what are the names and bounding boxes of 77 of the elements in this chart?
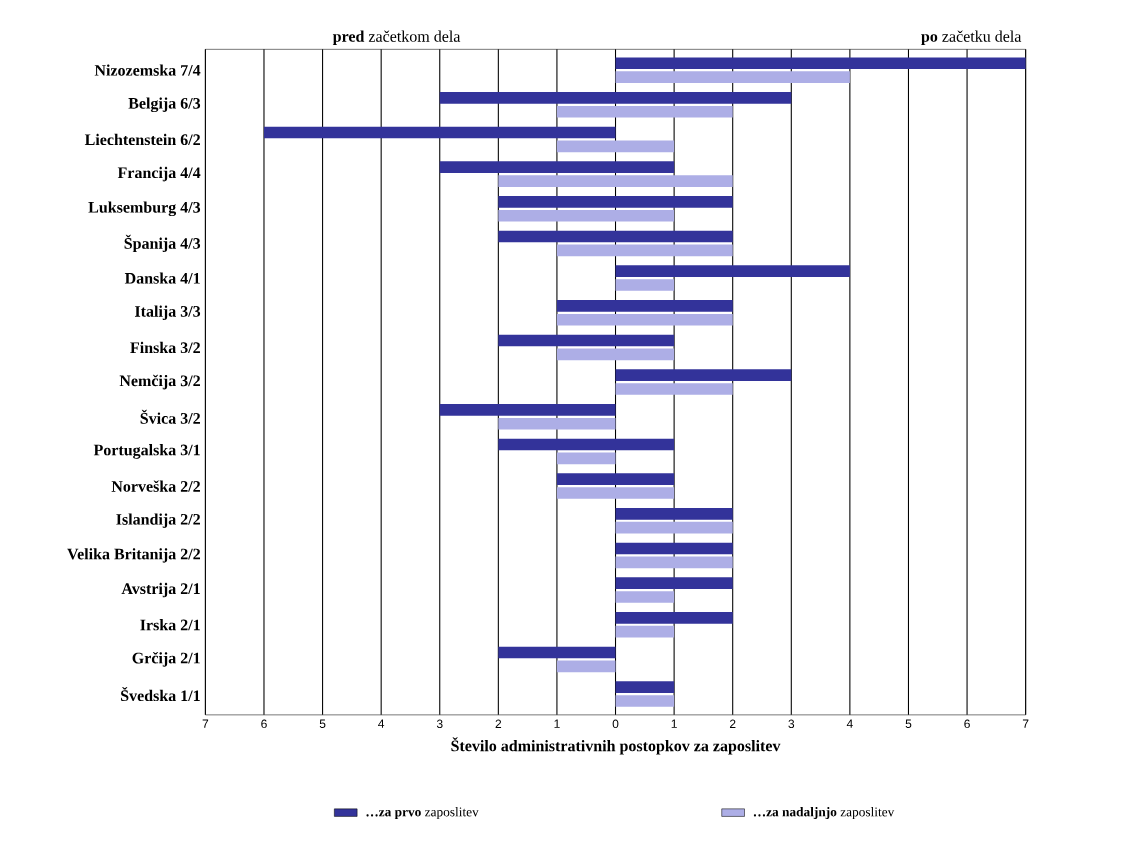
y-tick-label: Grčija 2/1 — [132, 651, 200, 667]
y-tick-label: Nizozemska 7/4 — [94, 64, 201, 76]
bar — [498, 334, 675, 347]
bar — [615, 695, 675, 707]
y-tick-label: Portugalska 3/1 — [93, 443, 200, 459]
y-tick-label: Islandija 2/2 — [116, 513, 200, 528]
bar — [615, 507, 733, 520]
y-tick-label: Danska 4/1 — [124, 272, 200, 284]
x-tick-label: 2 — [495, 719, 502, 728]
bar — [556, 487, 675, 499]
x-axis-title: Število administrativnih postopkov za zaposlitev — [451, 737, 781, 755]
bar — [615, 577, 733, 589]
bar — [556, 313, 733, 326]
bar — [615, 625, 675, 638]
y-tick-label: Finska 3/2 — [130, 341, 200, 353]
y-tick-label: Švedska 1/1 — [121, 686, 200, 701]
bar — [498, 646, 616, 659]
bar — [615, 279, 675, 291]
x-tick-label: 0 — [612, 719, 619, 728]
x-tick-label: 3 — [436, 719, 443, 728]
bar — [498, 175, 733, 187]
bar — [498, 195, 733, 208]
bar — [615, 265, 850, 277]
bar — [439, 91, 792, 104]
bar — [615, 591, 675, 603]
text: po začetku dela — [921, 30, 1022, 45]
y-tick-label: Liechtenstein 6/2 — [84, 133, 200, 145]
y-tick-label: Luksemburg 4/3 — [88, 201, 201, 216]
bar — [263, 126, 616, 139]
x-tick-label: 7 — [202, 719, 209, 728]
bar — [615, 383, 733, 395]
x-tick-label: 3 — [788, 719, 795, 728]
y-tick-label: Švica 3/2 — [140, 409, 200, 424]
bar — [615, 369, 792, 381]
bar — [615, 611, 733, 624]
bar — [498, 438, 675, 451]
bar — [498, 209, 675, 222]
bar — [615, 71, 850, 83]
bar — [556, 105, 733, 118]
y-tick-label: Belgija 6/3 — [128, 97, 201, 112]
y-tick-label: Nemčija 3/2 — [119, 374, 200, 390]
bar — [615, 681, 675, 693]
x-tick-label: 6 — [261, 719, 267, 728]
x-tick-label: 2 — [729, 719, 736, 728]
y-tick-label: Irska 2/1 — [140, 618, 200, 631]
text: pred začetkom dela — [332, 30, 461, 45]
y-tick-label: Velika Britanija 2/2 — [67, 548, 201, 563]
x-tick-label: 6 — [964, 719, 970, 728]
bar — [556, 473, 675, 485]
x-tick-label: 4 — [378, 719, 385, 728]
y-tick-label: Norveška 2/2 — [111, 480, 200, 492]
x-tick-label: 7 — [1022, 719, 1029, 728]
bar — [556, 452, 616, 465]
y-tick-label: Španija 4/3 — [124, 234, 201, 252]
bar — [615, 57, 1026, 69]
y-tick-label: Avstrija 2/1 — [121, 582, 200, 598]
y-tick-label: Italija 3/3 — [134, 305, 201, 320]
bar — [615, 542, 733, 555]
bar — [556, 244, 733, 257]
x-tick-label: 5 — [905, 719, 912, 728]
x-tick-label: 1 — [671, 719, 677, 728]
x-tick-label: 1 — [554, 719, 560, 728]
x-tick-label: 5 — [319, 719, 326, 728]
y-tick-label: Francija 4/4 — [117, 166, 201, 182]
bar — [556, 660, 616, 673]
bar — [615, 521, 733, 534]
legend-label: …za nadaljnjo zaposlitev — [753, 806, 895, 819]
bar — [556, 348, 675, 361]
bar — [498, 230, 733, 243]
bar — [556, 299, 733, 312]
bar — [439, 161, 675, 173]
bar — [615, 556, 733, 569]
bar — [439, 403, 616, 416]
bar — [556, 140, 675, 153]
x-tick-label: 4 — [846, 719, 853, 728]
legend-label: …za prvo zaposlitev — [366, 806, 479, 819]
bar — [498, 417, 616, 430]
